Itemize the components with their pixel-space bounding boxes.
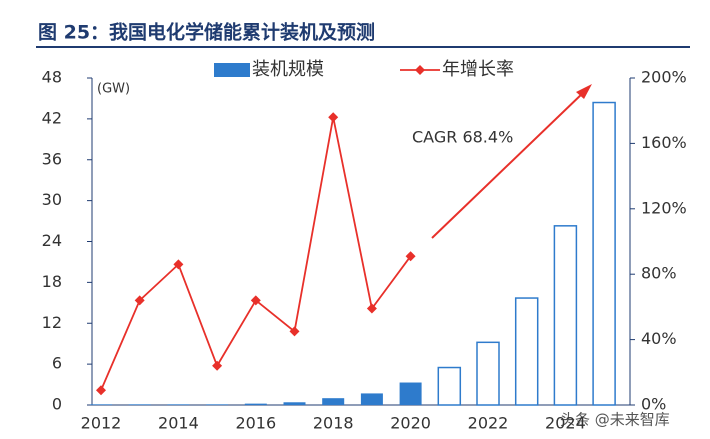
line-marker — [212, 360, 223, 371]
bar — [592, 101, 616, 406]
line-marker — [134, 295, 145, 306]
x-tick-label: 2012 — [81, 414, 122, 433]
bar — [553, 225, 578, 406]
y-tick-label: 18 — [42, 272, 62, 291]
legend-label: 年增长率 — [442, 59, 514, 80]
bar — [90, 404, 112, 405]
x-tick-label: 2014 — [158, 414, 199, 433]
y2-tick-label: 40% — [641, 329, 677, 348]
bar — [128, 404, 151, 405]
line-marker — [405, 251, 416, 262]
bar — [360, 393, 383, 405]
x-tick-label: 2016 — [235, 414, 276, 433]
bar — [244, 403, 267, 405]
bar — [206, 404, 229, 405]
line-marker — [366, 303, 377, 314]
line-marker — [96, 385, 106, 396]
y-tick-label: 12 — [42, 313, 62, 332]
chart-title: 图 25：我国电化学储能累计装机及预测 — [38, 21, 375, 44]
arrow-head — [576, 84, 592, 99]
bar — [283, 402, 306, 405]
line-marker — [173, 259, 184, 270]
y2-tick-label: 200% — [641, 68, 687, 87]
legend-marker — [415, 65, 425, 75]
y2-tick-label: 0% — [641, 395, 666, 414]
x-tick-label: 2020 — [390, 414, 431, 433]
watermark: 头条 @未来智库 — [560, 411, 670, 429]
y2-tick-label: 160% — [641, 133, 687, 152]
legend-label: 装机规模 — [252, 59, 324, 80]
bar — [437, 366, 462, 406]
bar — [514, 297, 539, 406]
annotation: CAGR 68.4% — [412, 128, 513, 147]
bar — [399, 382, 422, 405]
bar — [167, 404, 190, 405]
y-tick-label: 36 — [42, 149, 62, 168]
y-tick-label: 48 — [42, 68, 62, 87]
line-marker — [328, 112, 339, 123]
y-tick-label: 24 — [42, 231, 62, 250]
y-tick-label: 30 — [42, 190, 62, 209]
bar — [322, 398, 345, 405]
line — [100, 117, 412, 391]
y-tick-label: 6 — [52, 354, 62, 373]
bar — [476, 341, 500, 406]
x-tick-label: 2018 — [313, 414, 354, 433]
x-tick-label: 2022 — [468, 414, 509, 433]
line-marker — [289, 326, 300, 337]
y2-tick-label: 120% — [641, 198, 687, 217]
y2-tick-label: 80% — [641, 264, 677, 283]
arrow — [431, 90, 586, 239]
line-marker — [250, 295, 261, 306]
y-tick-label: 0 — [52, 395, 62, 414]
y-tick-label: 42 — [42, 108, 62, 127]
legend-swatch — [214, 63, 250, 77]
unit-label: (GW) — [97, 82, 130, 97]
x-tick-label: 2024 — [545, 414, 586, 433]
